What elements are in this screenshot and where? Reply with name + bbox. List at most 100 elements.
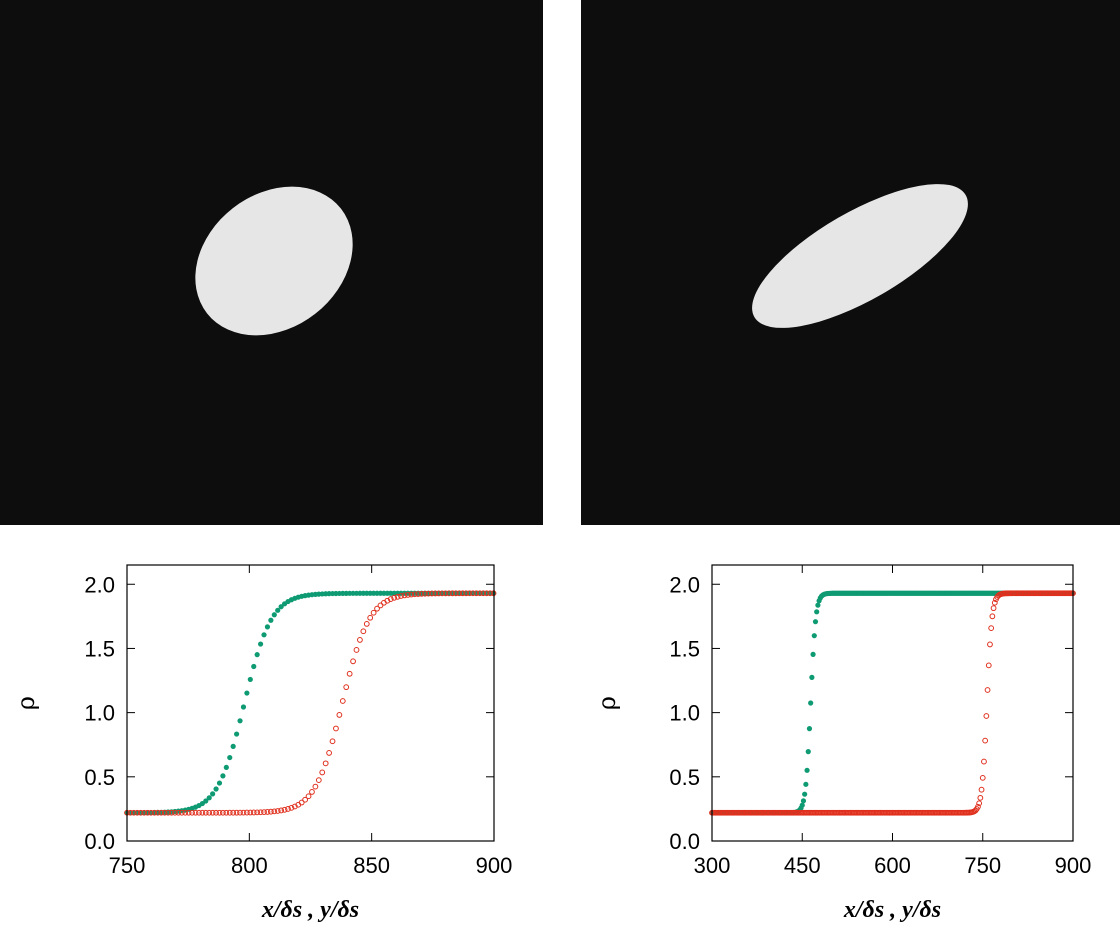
x-axis-label: x/δs , y/δs <box>261 897 359 923</box>
data-point <box>470 590 476 597</box>
data-point <box>202 809 209 816</box>
data-point <box>216 780 223 786</box>
data-point <box>806 726 813 732</box>
data-point <box>281 806 288 813</box>
data-point <box>989 613 996 620</box>
data-point <box>979 774 986 781</box>
y-tick-label: 2.0 <box>84 572 115 597</box>
data-point <box>981 758 987 765</box>
data-point <box>422 590 428 597</box>
data-point <box>812 619 819 625</box>
data-point <box>374 605 380 612</box>
x-tick-label: 450 <box>784 853 821 878</box>
data-point <box>210 791 216 797</box>
data-point <box>144 809 151 816</box>
data-point <box>480 590 487 597</box>
data-point <box>165 809 172 816</box>
data-point <box>976 800 983 807</box>
y-axis-label: ρ <box>593 696 621 710</box>
x-tick-label: 300 <box>694 853 731 878</box>
data-point <box>977 794 984 801</box>
x-tick-label: 600 <box>874 853 911 878</box>
data-point <box>247 809 254 816</box>
data-point <box>990 605 997 612</box>
data-point <box>312 783 319 790</box>
data-point <box>322 760 329 767</box>
data-point <box>476 590 483 597</box>
data-point <box>237 809 243 816</box>
data-point <box>227 754 233 761</box>
data-point <box>415 591 422 597</box>
data-point <box>234 731 240 737</box>
data-point <box>319 769 326 776</box>
y-tick-label: 1.0 <box>669 701 700 726</box>
data-point <box>250 809 257 816</box>
y-tick-label: 0.0 <box>669 829 700 854</box>
y-tick-label: 0.5 <box>84 765 115 790</box>
data-point <box>206 809 213 816</box>
data-point <box>987 641 993 648</box>
data-point <box>984 687 991 693</box>
data-point <box>148 809 154 816</box>
data-point <box>435 590 442 597</box>
data-point <box>463 590 470 597</box>
data-point <box>315 777 322 784</box>
data-point <box>298 799 305 806</box>
x-tick-label: 750 <box>109 853 146 878</box>
data-point <box>466 590 473 597</box>
data-point <box>810 651 816 657</box>
data-point <box>391 594 398 601</box>
data-point <box>809 674 815 680</box>
data-point <box>988 625 995 632</box>
y-tick-label: 1.5 <box>669 636 700 661</box>
x-tick-label: 750 <box>964 853 1001 878</box>
data-point <box>983 713 990 719</box>
data-point <box>360 628 367 635</box>
data-point <box>237 718 243 724</box>
left-droplet <box>165 155 383 367</box>
data-point <box>278 807 285 814</box>
data-point <box>442 590 449 597</box>
data-point <box>459 590 466 597</box>
data-point <box>439 590 446 597</box>
x-tick-label: 800 <box>231 853 268 878</box>
data-point <box>326 750 332 756</box>
right-density-image <box>581 0 1120 525</box>
data-point <box>333 725 339 732</box>
data-point <box>134 809 141 816</box>
data-point <box>251 663 257 670</box>
data-point <box>305 793 312 800</box>
data-point <box>411 591 418 598</box>
data-point <box>244 690 250 696</box>
data-point <box>278 604 284 610</box>
data-point <box>154 809 161 816</box>
x-axis-label: x/δs , y/δs <box>843 897 941 923</box>
data-point <box>285 806 291 812</box>
plot-frame <box>126 564 495 842</box>
data-point <box>175 809 182 816</box>
data-point <box>343 684 350 691</box>
data-point <box>233 809 240 816</box>
data-point <box>243 809 250 816</box>
data-point <box>230 809 237 816</box>
left-density-profile-chart: ρ 0.0 0.5 1.0 1.5 2.0 750 800 850 900 x/δs , y/δs <box>12 564 512 923</box>
data-point <box>398 593 404 599</box>
series-green-filled <box>709 590 1076 816</box>
data-point <box>161 809 168 816</box>
data-point <box>137 809 144 816</box>
data-point <box>151 809 158 816</box>
right-density-profile-chart: ρ 0.0 0.5 1.0 1.5 2.0 300 450 600 750 900 x/δs , y/… <box>593 564 1091 923</box>
data-point <box>213 786 219 792</box>
data-point <box>815 602 821 608</box>
data-point <box>357 637 363 643</box>
y-axis-label: ρ <box>12 696 40 710</box>
data-point <box>223 764 229 771</box>
data-point <box>452 590 459 597</box>
data-point <box>487 590 493 597</box>
data-point <box>257 809 264 816</box>
data-point <box>408 591 415 598</box>
data-point <box>268 617 274 623</box>
data-point <box>264 624 271 630</box>
data-point <box>309 789 315 795</box>
data-point <box>329 738 336 745</box>
